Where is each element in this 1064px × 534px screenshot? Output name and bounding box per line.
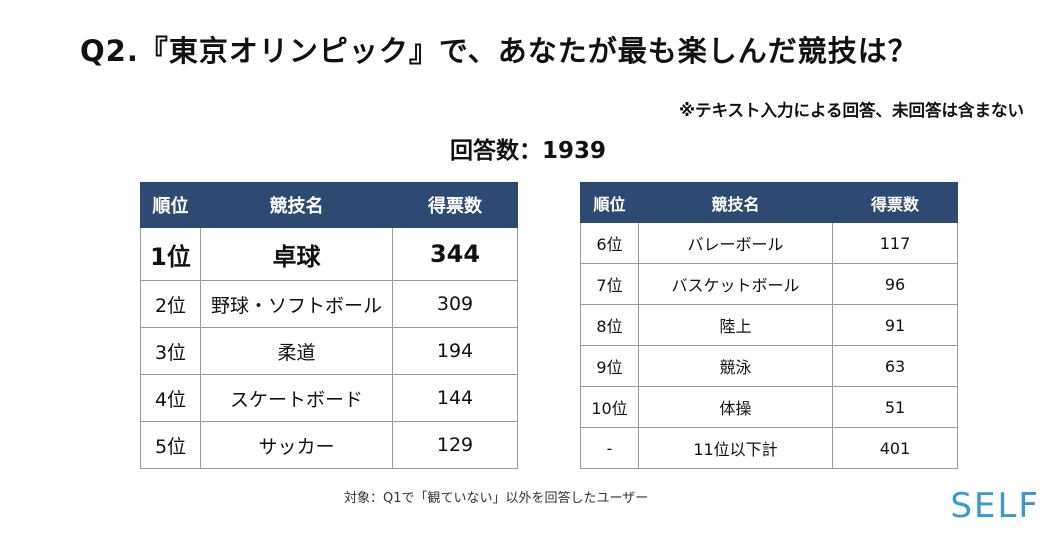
rank-cell: 5位 [140,421,201,469]
votes-cell: 51 [832,386,958,428]
table-row: 6位 バレーボール 117 [580,222,958,264]
rank-cell: 8位 [580,304,639,346]
table-row: - 11位以下計 401 [580,427,958,469]
votes-cell: 96 [832,263,958,305]
votes-cell: 344 [392,227,518,281]
sport-cell: スケートボード [200,374,393,422]
votes-cell: 129 [392,421,518,469]
sport-cell: バスケットボール [638,263,833,305]
rank-cell: 7位 [580,263,639,305]
ranking-table-right: 順位 競技名 得票数 6位 バレーボール 117 7位 バスケットボール 96 … [580,182,958,469]
header-votes: 得票数 [392,182,518,228]
header-rank: 順位 [140,182,201,228]
sport-cell: サッカー [200,421,393,469]
header-rank: 順位 [580,182,639,223]
table-row: 7位 バスケットボール 96 [580,263,958,305]
sport-cell: 競泳 [638,345,833,387]
table-row: 4位 スケートボード 144 [140,374,518,422]
table-row: 1位 卓球 344 [140,227,518,281]
ranking-table-left: 順位 競技名 得票数 1位 卓球 344 2位 野球・ソフトボール 309 3位… [140,182,518,469]
footer-note: 対象：Q1で「観ていない」以外を回答したユーザー [344,491,649,506]
table-row: 10位 体操 51 [580,386,958,428]
rank-cell: 1位 [140,227,201,281]
votes-cell: 194 [392,327,518,375]
table-row: 5位 サッカー 129 [140,421,518,469]
table-header-row: 順位 競技名 得票数 [580,182,958,223]
rank-cell: 2位 [140,280,201,328]
table-row: 3位 柔道 194 [140,327,518,375]
sport-cell: 卓球 [200,227,393,281]
sport-cell: バレーボール [638,222,833,264]
votes-cell: 401 [832,427,958,469]
header-votes: 得票数 [832,182,958,223]
page-title: Q2.『東京オリンピック』で、あなたが最も楽しんだ競技は？ [80,34,918,68]
response-count: 回答数：1939 [450,138,607,164]
votes-cell: 63 [832,345,958,387]
votes-cell: 309 [392,280,518,328]
table-header-row: 順位 競技名 得票数 [140,182,518,228]
rank-cell: 6位 [580,222,639,264]
sport-cell: 11位以下計 [638,427,833,469]
rank-cell: 3位 [140,327,201,375]
header-sport: 競技名 [638,182,833,223]
note-text: ※テキスト入力による回答、未回答は含まない [678,101,1024,120]
header-sport: 競技名 [200,182,393,228]
votes-cell: 144 [392,374,518,422]
rank-cell: - [580,427,639,469]
rank-cell: 4位 [140,374,201,422]
votes-cell: 91 [832,304,958,346]
sport-cell: 柔道 [200,327,393,375]
sport-cell: 体操 [638,386,833,428]
rank-cell: 9位 [580,345,639,387]
sport-cell: 陸上 [638,304,833,346]
table-row: 8位 陸上 91 [580,304,958,346]
self-logo: SELF [950,486,1040,526]
table-row: 2位 野球・ソフトボール 309 [140,280,518,328]
rank-cell: 10位 [580,386,639,428]
table-row: 9位 競泳 63 [580,345,958,387]
votes-cell: 117 [832,222,958,264]
sport-cell: 野球・ソフトボール [200,280,393,328]
